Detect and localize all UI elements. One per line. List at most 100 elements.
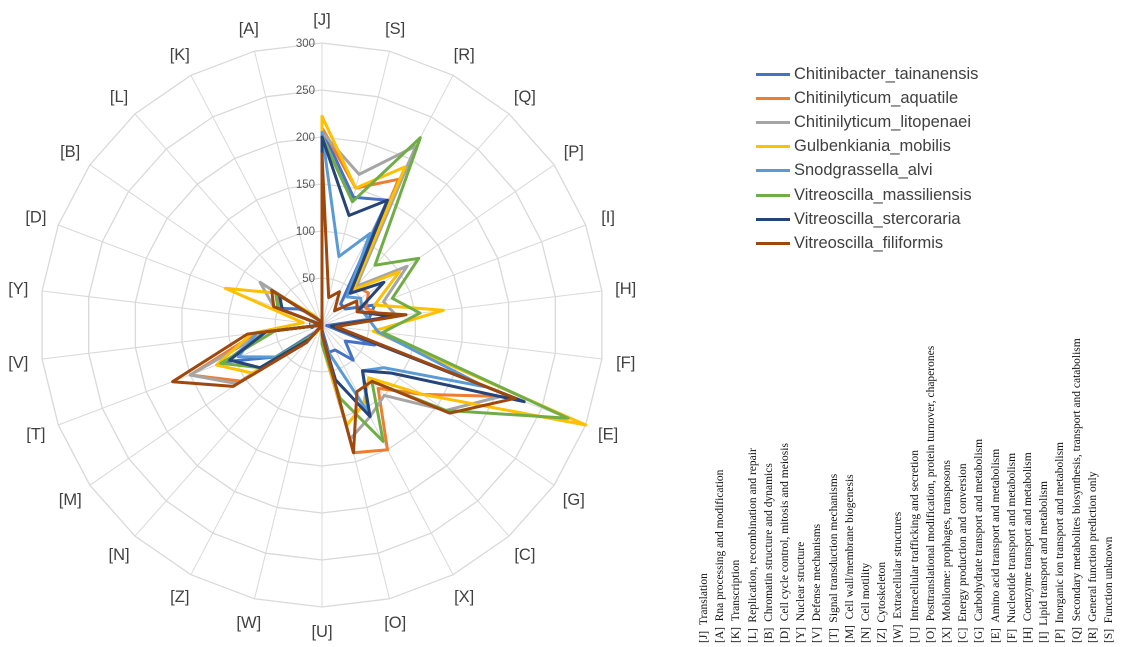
category-code: [Q] — [1070, 627, 1083, 643]
category-code-entry: [V] Defense mechanisms — [811, 524, 823, 643]
category-code-entry: [E] Amino acid transport and metabolism — [990, 449, 1002, 643]
category-code: [L] — [746, 628, 759, 643]
r-tick-label: 300 — [296, 38, 315, 50]
category-code: [A] — [714, 627, 727, 643]
legend-item: Vitreoscilla_stercoraria — [756, 207, 1056, 231]
legend-label: Snodgrassella_alvi — [794, 161, 933, 180]
category-code: [M] — [843, 625, 856, 643]
category-code-entry: [K] Transcription — [730, 560, 742, 643]
category-code-entry: [U] Intracellular trafficking and secret… — [909, 450, 921, 643]
series-line — [171, 152, 517, 455]
legend-label: Chitinilyticum_aquatile — [794, 88, 959, 107]
grid-spoke — [254, 51, 323, 326]
category-label: Nucleotide transport and metabolism — [1005, 452, 1018, 624]
axis-label: [N] — [109, 546, 130, 564]
category-label: Inorganic ion transport and metabolism — [1054, 441, 1067, 624]
axis-label: [I] — [601, 209, 615, 227]
category-label: Cell cycle control, mitosis and meiosis — [779, 443, 791, 622]
category-code: [D] — [779, 627, 791, 643]
category-label: Carbohydrate transport and metabolism — [973, 438, 986, 622]
chart-legend: Chitinibacter_tainanensis Chitinilyticum_… — [756, 62, 1056, 256]
r-tick-label: 50 — [302, 273, 315, 285]
category-code-entry: [T] Signal transduction mechanisms — [828, 474, 840, 643]
grid-spoke — [321, 324, 555, 486]
category-code-entry: [S] Function unknown — [1103, 537, 1115, 643]
category-label: Cell wall/membrane biogenesis — [843, 474, 856, 620]
category-code-entry: [D] Cell cycle control, mitosis and meio… — [779, 443, 791, 643]
category-label: Coenzyme transport and metabolism — [1022, 452, 1034, 622]
category-code: [B] — [762, 627, 775, 643]
axis-label: [G] — [563, 491, 585, 509]
category-code: [Z] — [876, 628, 889, 643]
grid-spoke — [134, 324, 323, 537]
axis-label: [C] — [514, 546, 535, 564]
grid-spoke — [42, 290, 323, 326]
legend-item: Snodgrassella_alvi — [756, 159, 1056, 183]
category-label: Defense mechanisms — [811, 523, 824, 622]
category-code: [N] — [860, 627, 872, 643]
legend-label: Vitreoscilla_massiliensis — [794, 185, 972, 204]
radar-chart: 0 50 100 150 200 250 300 [J] [S] [R] [Q] [P] [I] [H] [… — [8, 11, 636, 641]
axis-label: [A] — [239, 20, 259, 38]
category-code: [U] — [908, 627, 921, 643]
legend-swatch — [756, 193, 790, 197]
category-code-entry: [G] Carbohydrate transport and metabolis… — [973, 439, 985, 643]
category-label: Transcription — [730, 559, 743, 622]
axis-label: [K] — [170, 46, 190, 64]
grid-spoke — [321, 324, 602, 360]
legend-swatch — [756, 72, 790, 76]
category-code-entry: [Q] Secondary metabolites biosynthesis, … — [1071, 338, 1083, 643]
legend-item: Chitinilyticum_litopenaei — [756, 110, 1056, 134]
category-code-entry: [B] Chromatin structure and dynamics — [763, 463, 775, 643]
category-code: [Y] — [795, 627, 808, 643]
category-label: Function unknown — [1103, 536, 1115, 624]
legend-label: Vitreoscilla_stercoraria — [794, 209, 961, 228]
category-code: [E] — [989, 628, 1002, 643]
category-code-entry: [W] Extracellular structures — [892, 512, 904, 643]
legend-item: Chitinilyticum_aquatile — [756, 86, 1056, 110]
grid-spoke — [254, 324, 323, 599]
category-label: Nuclear structure — [795, 541, 808, 622]
axis-label: [F] — [616, 354, 635, 372]
category-code-entry: [O] Posttranslational modification, prot… — [925, 346, 937, 643]
legend-swatch — [756, 169, 790, 173]
category-code-entry: [A] Rna processing and modification — [714, 470, 726, 643]
category-code: [T] — [827, 628, 840, 643]
axis-label: [Q] — [514, 88, 536, 106]
category-code-entry: [N] Cell motility — [860, 563, 872, 643]
axis-label: [V] — [8, 354, 28, 372]
axis-label: [T] — [26, 426, 45, 444]
axis-label: [O] — [384, 614, 406, 632]
category-code-list: [J] Translation [A] Rna processing and mo… — [690, 320, 1145, 647]
axis-label: [J] — [313, 11, 330, 29]
category-code-entry: [C] Energy production and conversion — [957, 463, 969, 643]
grid-spoke — [190, 75, 323, 326]
category-code: [P] — [1054, 628, 1067, 643]
axis-label: [B] — [60, 143, 80, 161]
category-code-entry: [Z] Cytoskeleton — [876, 562, 888, 643]
grid-spoke — [134, 113, 323, 326]
axis-label: [L] — [110, 88, 128, 106]
axis-label: [E] — [598, 426, 618, 444]
category-code: [I] — [1038, 631, 1051, 644]
category-code-entry: [J] Translation — [698, 573, 710, 643]
category-code: [J] — [698, 630, 710, 643]
category-code-entry: [F] Nucleotide transport and metabolism — [1006, 453, 1018, 643]
category-label: Translation — [698, 573, 710, 626]
category-code: [V] — [811, 627, 824, 643]
category-code: [W] — [892, 624, 905, 643]
category-code-entry: [X] Mobilome: prophages, transposons — [941, 460, 953, 643]
category-code-entry: [R] General function prediction only — [1087, 471, 1099, 643]
category-code: [H] — [1022, 627, 1034, 643]
axis-label: [P] — [564, 143, 584, 161]
legend-swatch — [756, 96, 790, 100]
legend-item: Vitreoscilla_filiformis — [756, 231, 1056, 255]
category-label: Lipid transport and metabolism — [1038, 481, 1051, 626]
legend-label: Chitinilyticum_litopenaei — [794, 112, 972, 131]
legend-swatch — [756, 120, 790, 124]
axis-label: [S] — [385, 20, 405, 38]
legend-label: Vitreoscilla_filiformis — [794, 233, 944, 252]
category-code: [C] — [957, 627, 970, 643]
category-label: Cell motility — [860, 562, 872, 622]
legend-item: Chitinibacter_tainanensis — [756, 62, 1056, 86]
